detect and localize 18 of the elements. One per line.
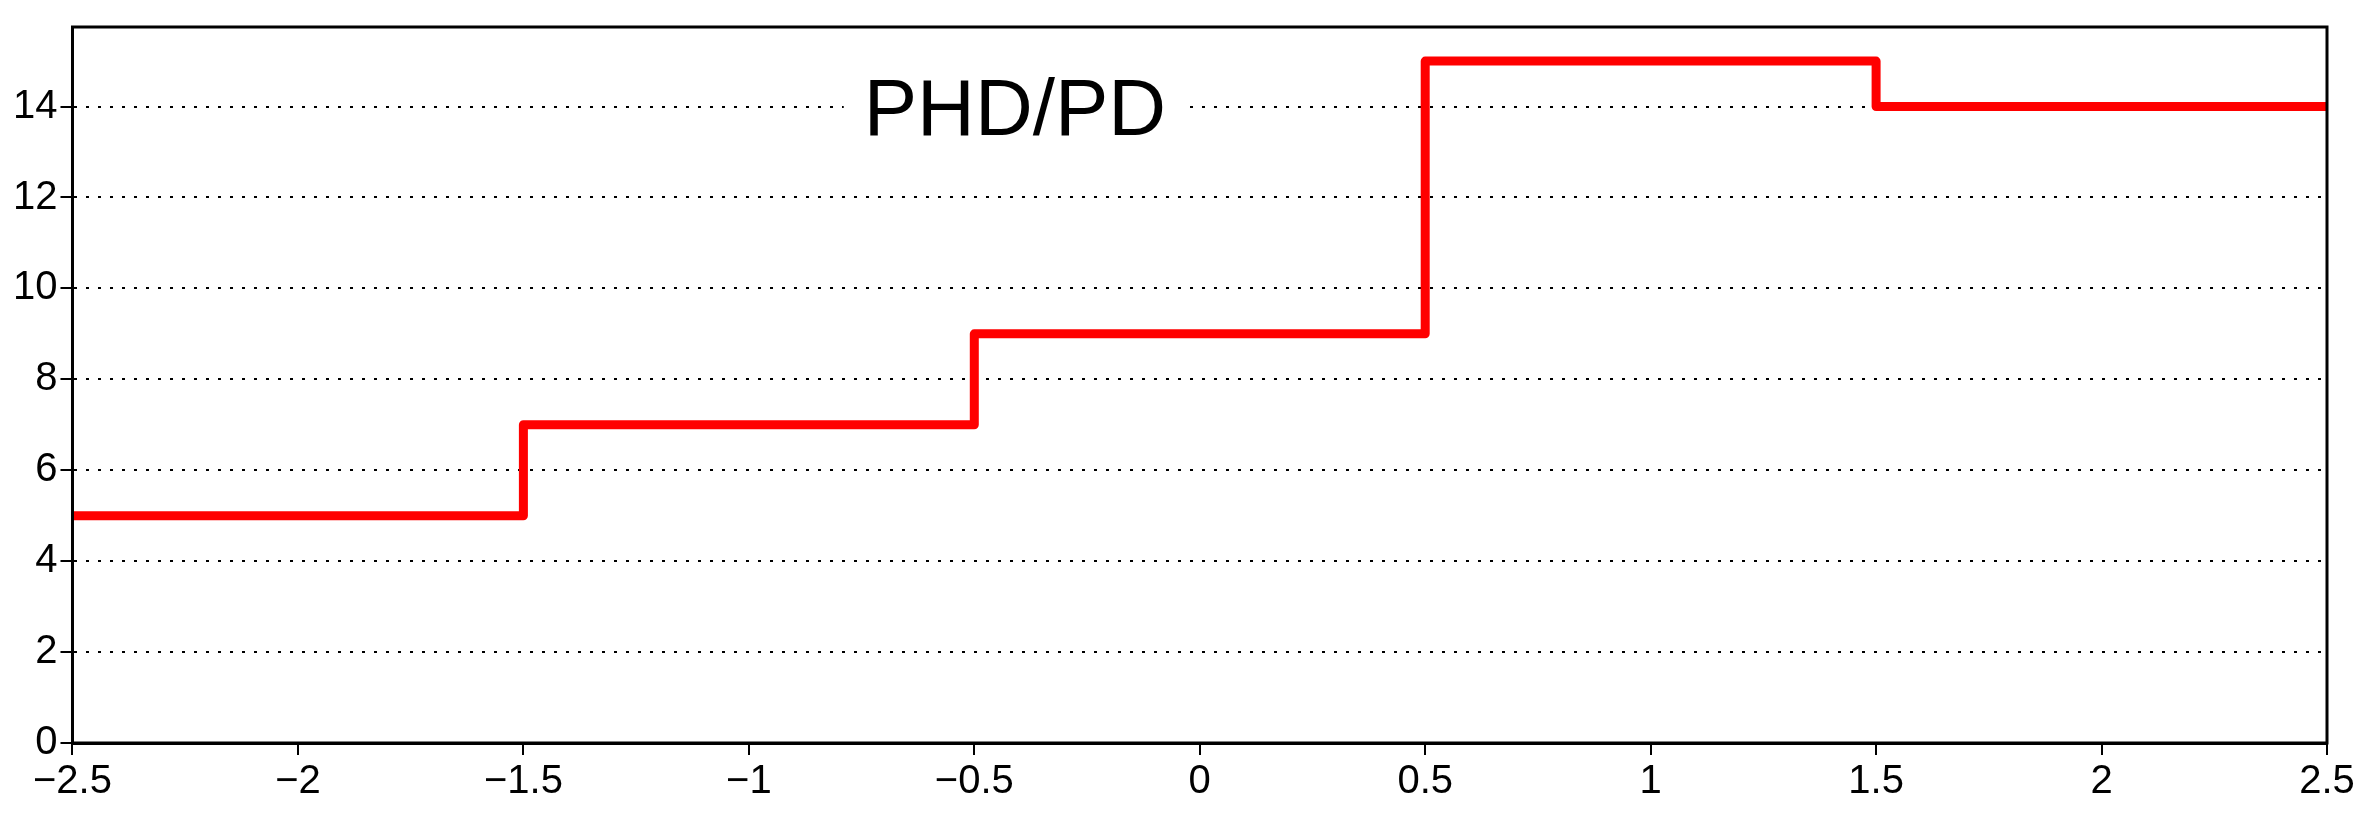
y-tick-label: 2 xyxy=(35,627,58,672)
x-tick-label: −2 xyxy=(275,757,321,802)
y-tick-label: 8 xyxy=(35,354,58,399)
x-tick-label: 1.5 xyxy=(1848,757,1904,802)
y-tick-label: 14 xyxy=(12,81,58,126)
text: PHD/PD xyxy=(863,63,1167,153)
x-tick-label: −1 xyxy=(726,757,772,802)
y-tick-label: 12 xyxy=(12,172,58,217)
x-tick-label: 2.5 xyxy=(2299,757,2355,802)
x-tick-label: −0.5 xyxy=(934,757,1014,802)
y-tick-label: 10 xyxy=(12,263,58,308)
x-tick-label: 0 xyxy=(1188,757,1211,802)
x-tick-label: 1 xyxy=(1639,757,1662,802)
x-tick-label: 2 xyxy=(2090,757,2113,802)
y-tick-label: 6 xyxy=(35,445,58,490)
y-tick-label: 4 xyxy=(35,536,58,581)
x-tick-label: 0.5 xyxy=(1397,757,1453,802)
x-tick-label: −1.5 xyxy=(483,757,563,802)
